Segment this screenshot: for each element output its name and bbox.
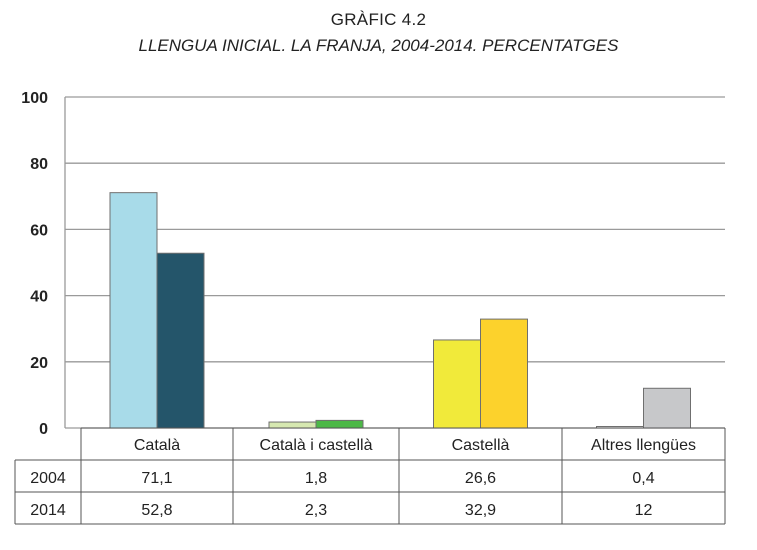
- bar: [156, 252, 205, 429]
- bar: [109, 192, 158, 429]
- data-label: 71,1: [141, 470, 172, 487]
- y-tick-label: 40: [30, 289, 48, 306]
- data-label: 52,8: [141, 502, 172, 519]
- data-label: 12: [635, 502, 653, 519]
- x-category-label: Altres llengües: [591, 437, 696, 454]
- y-tick-label: 20: [30, 355, 48, 372]
- y-tick-label: 60: [30, 222, 48, 239]
- data-label: 1,8: [305, 470, 327, 487]
- bar: [643, 387, 691, 429]
- legend-series-label: 2004: [30, 470, 66, 487]
- chart-subtitle: LLENGUA INICIAL. LA FRANJA, 2004-2014. P…: [138, 36, 619, 55]
- bar: [268, 421, 317, 429]
- data-label: 0,4: [632, 470, 654, 487]
- y-tick-label: 80: [30, 156, 48, 173]
- data-label: 32,9: [465, 502, 496, 519]
- x-category-label: Català i castellà: [260, 437, 373, 454]
- chart-title: GRÀFIC 4.2: [330, 10, 427, 29]
- y-tick-label: 0: [39, 421, 48, 438]
- data-label: 2,3: [305, 502, 327, 519]
- x-category-label: Català: [134, 437, 180, 454]
- bar: [480, 318, 528, 429]
- x-category-label: Castellà: [452, 437, 510, 454]
- legend-series-label: 2014: [30, 502, 66, 519]
- bar: [315, 419, 364, 429]
- bar: [433, 339, 481, 429]
- data-label: 26,6: [465, 470, 496, 487]
- y-tick-label: 100: [21, 90, 48, 107]
